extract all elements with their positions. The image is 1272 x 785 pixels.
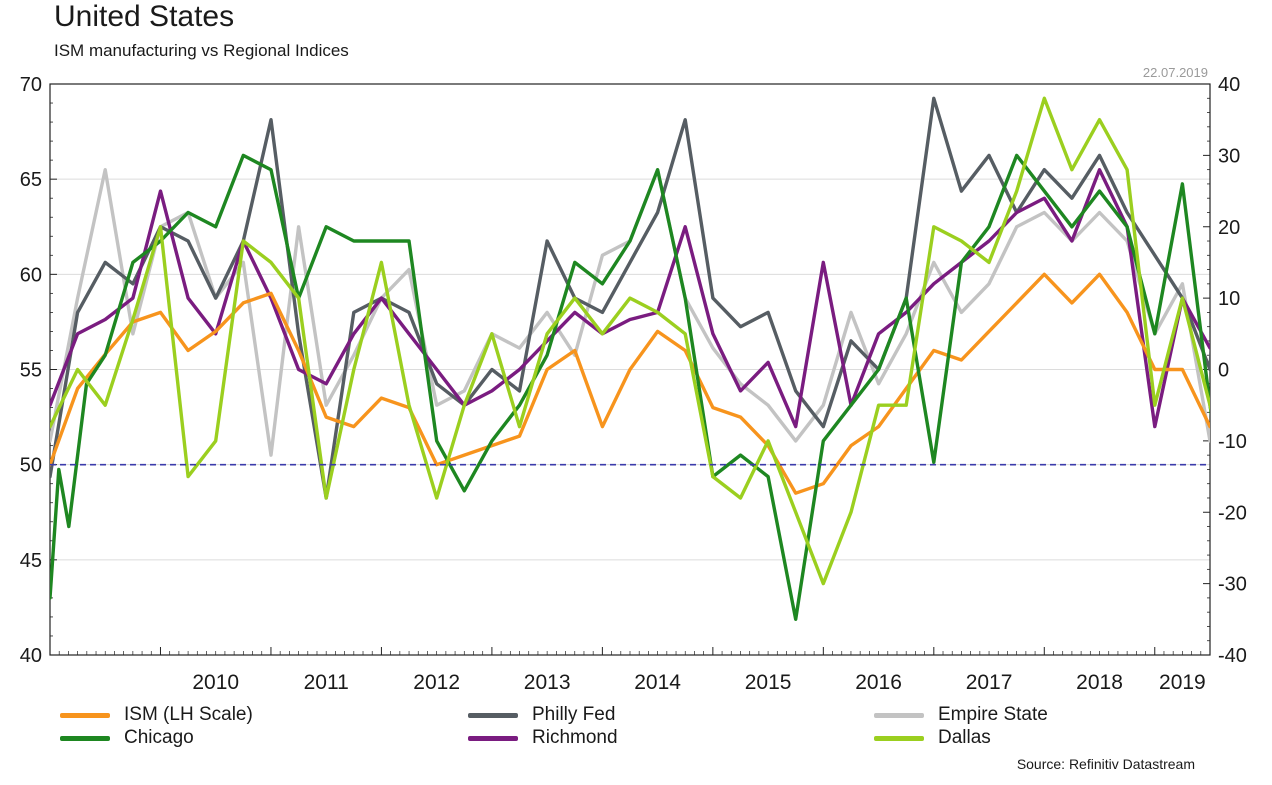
left-axis-tick-label: 45: [20, 550, 42, 572]
x-axis-tick-label: 2014: [634, 671, 681, 694]
right-axis-tick-label: -20: [1218, 502, 1247, 524]
legend-label-empire-state: Empire State: [938, 704, 1048, 725]
legend-item-philly-fed: Philly Fed: [468, 704, 615, 726]
x-axis-tick-label: 2019: [1159, 671, 1206, 694]
legend-label-ism: ISM (LH Scale): [124, 704, 253, 725]
x-axis-tick-label: 2013: [524, 671, 571, 694]
legend-item-dallas: Dallas: [874, 727, 991, 749]
left-axis-tick-label: 70: [20, 74, 42, 96]
series-line-empire-state: [50, 167, 1210, 457]
x-axis-tick-label: 2011: [304, 671, 349, 694]
series-line-dallas: [50, 96, 1210, 586]
legend-item-empire-state: Empire State: [874, 704, 1048, 726]
legend-item-chicago: Chicago: [60, 727, 194, 749]
source-note: Source: Refinitiv Datastream: [1016, 756, 1195, 772]
right-axis-tick-label: -10: [1218, 431, 1247, 453]
left-axis-tick-label: 60: [20, 264, 42, 286]
right-axis-tick-label: 40: [1218, 74, 1240, 96]
chart-title: United States: [54, 0, 235, 33]
right-axis-tick-label: -40: [1218, 645, 1247, 667]
chart-subtitle: ISM manufacturing vs Regional Indices: [54, 41, 349, 60]
left-axis-tick-label: 65: [20, 169, 42, 191]
legend-item-ism: ISM (LH Scale): [60, 704, 253, 726]
left-axis-tick-label: 40: [20, 645, 42, 667]
legend-label-dallas: Dallas: [938, 727, 991, 748]
left-axis-tick-label: 55: [20, 360, 42, 382]
x-axis-tick-label: 2010: [192, 671, 239, 694]
legend-swatch-dallas: [874, 735, 924, 741]
right-axis-tick-label: 10: [1218, 288, 1240, 310]
left-axis-tick-label: 50: [20, 455, 42, 477]
line-chart: 40 45 50 55 60 65 70 -40 -30 -20 -10 0 10 20 30 40 2010 2…: [20, 65, 1247, 694]
legend-swatch-ism: [60, 712, 110, 718]
legend-label-richmond: Richmond: [532, 727, 618, 748]
legend-swatch-richmond: [468, 735, 518, 741]
x-axis-tick-label: 2015: [745, 671, 792, 694]
series-line-chicago: [50, 153, 1210, 621]
series-line-richmond: [50, 167, 1210, 429]
legend-label-philly-fed: Philly Fed: [532, 704, 616, 725]
x-axis-tick-label: 2016: [855, 671, 902, 694]
legend-label-chicago: Chicago: [124, 727, 194, 748]
legend: ISM (LH Scale) Philly Fed Empire State C…: [60, 704, 1220, 748]
legend-item-richmond: Richmond: [468, 727, 618, 749]
date-stamp: 22.07.2019: [1143, 65, 1208, 80]
x-axis-tick-label: 2012: [413, 671, 460, 694]
right-axis-tick-label: -30: [1218, 574, 1247, 596]
legend-swatch-chicago: [60, 735, 110, 741]
x-axis-tick-label: 2018: [1076, 671, 1123, 694]
right-axis-tick-label: 0: [1218, 360, 1229, 382]
series-line-ism-lh-scale: [50, 272, 1210, 495]
right-axis-tick-label: 20: [1218, 217, 1240, 239]
legend-swatch-empire-state: [874, 712, 924, 718]
x-axis-tick-label: 2017: [966, 671, 1013, 694]
legend-swatch-philly-fed: [468, 712, 518, 718]
series-line-philly-fed: [50, 96, 1210, 500]
right-axis-tick-label: 30: [1218, 145, 1240, 167]
